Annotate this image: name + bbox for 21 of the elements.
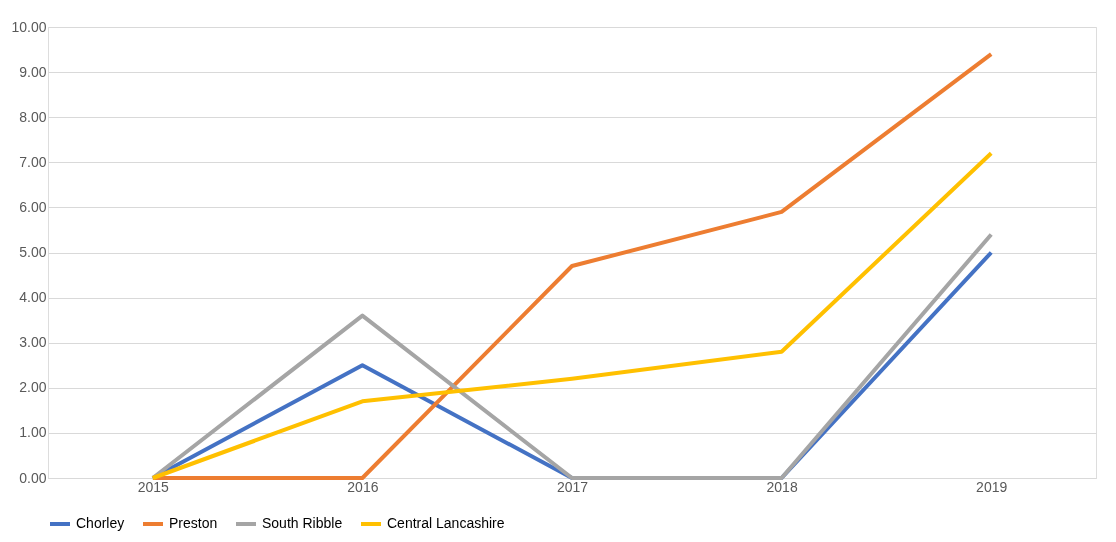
x-tick-label: 2018 [766, 478, 798, 495]
x-tick-label: 2016 [347, 478, 379, 495]
line-series [150, 151, 994, 480]
legend-label: South Ribble [262, 515, 343, 531]
y-tick-label: 1.00 [19, 424, 47, 441]
y-tick-label: 7.00 [19, 153, 47, 170]
y-tick-label: 10.00 [11, 18, 47, 35]
legend-label: Preston [169, 515, 218, 531]
x-tick-label: 2019 [976, 478, 1008, 495]
y-tick-label: 6.00 [19, 198, 47, 215]
y-tick-label: 3.00 [19, 334, 47, 351]
y-tick-label: 4.00 [19, 289, 47, 306]
x-tick-label: 2015 [137, 478, 170, 495]
y-tick-label: 0.00 [19, 469, 47, 486]
y-tick-label: 2.00 [19, 379, 47, 396]
y-tick-label: 5.00 [19, 244, 47, 260]
legend-label: Central Lancashire [387, 515, 505, 531]
y-tick-label: 9.00 [19, 63, 47, 80]
x-tick-label: 2017 [556, 478, 589, 495]
legend-label: Chorley [76, 515, 125, 531]
y-tick-label: 8.00 [19, 108, 47, 125]
